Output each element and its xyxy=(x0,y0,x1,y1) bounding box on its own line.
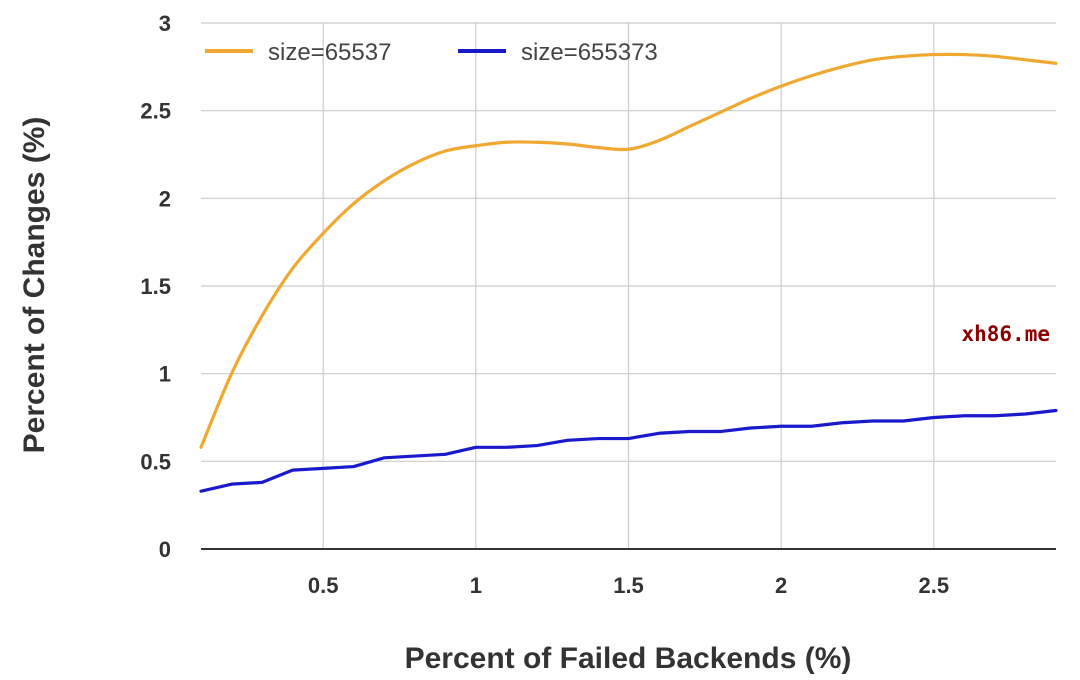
legend-label-1: size=65537 xyxy=(268,39,391,66)
y-tick-label: 0 xyxy=(159,537,171,562)
chart-grid xyxy=(201,22,1056,549)
x-tick-label: 2.5 xyxy=(919,573,950,598)
y-tick-label: 1.5 xyxy=(140,274,171,299)
x-tick-label: 1.5 xyxy=(613,573,644,598)
y-axis-title: Percent of Changes (%) xyxy=(18,117,51,454)
legend-label-2: size=655373 xyxy=(521,39,658,66)
chart-legend: size=65537 size=655373 xyxy=(205,39,658,66)
series-line-2 xyxy=(199,408,1058,493)
x-tick-label: 0.5 xyxy=(308,573,339,598)
y-tick-label: 2.5 xyxy=(140,99,171,124)
x-tick-labels: 0.5 1 1.5 2 2.5 xyxy=(308,573,949,598)
watermark-text: xh86.me xyxy=(961,322,1050,346)
y-tick-label: 2 xyxy=(159,186,171,211)
x-tick-label: 1 xyxy=(470,573,482,598)
y-tick-label: 1 xyxy=(159,362,171,387)
y-tick-labels: 0 0.5 1 1.5 2 2.5 3 xyxy=(140,11,171,562)
x-tick-label: 2 xyxy=(775,573,787,598)
y-tick-label: 3 xyxy=(159,11,171,36)
series-line-1 xyxy=(199,52,1058,449)
x-axis-title: Percent of Failed Backends (%) xyxy=(405,642,852,675)
y-tick-label: 0.5 xyxy=(140,449,171,474)
chart-series xyxy=(199,52,1058,493)
